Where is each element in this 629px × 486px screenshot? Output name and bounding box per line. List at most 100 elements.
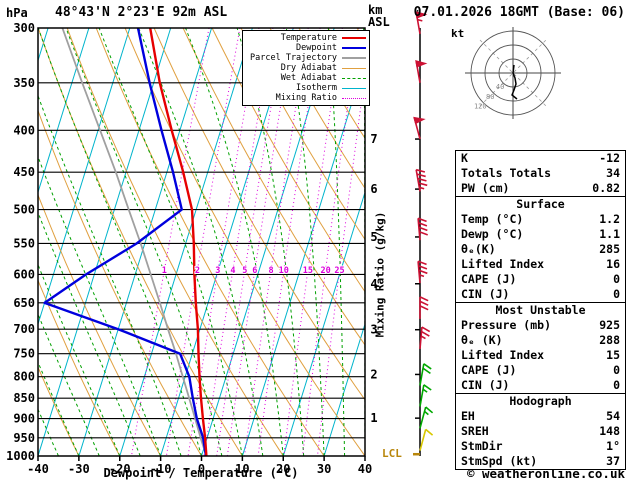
panel-row-label: Dewp (°C) <box>461 227 524 241</box>
profiles <box>43 28 208 456</box>
legend-entry: Wet Adiabat <box>246 73 366 83</box>
wet-adiabat-line <box>285 28 325 456</box>
hodograph-ring-label: 120 <box>474 103 487 111</box>
panel-row-label: θₑ(K) <box>461 242 496 256</box>
mixing-ratio-value-label: 8 <box>268 266 273 276</box>
mixing-ratio-line <box>226 28 294 456</box>
panel-section-title: Surface <box>456 196 625 212</box>
panel-row-label: Temp (°C) <box>461 212 524 226</box>
km-tick-label: 2 <box>370 367 377 381</box>
panel-row: CAPE (J) 0 <box>456 272 625 287</box>
panel-row-label: Lifted Index <box>461 348 545 362</box>
panel-row-label: StmDir <box>461 439 503 453</box>
temperature-line <box>149 28 208 456</box>
panel-row: Pressure (mb) 925 <box>456 318 625 333</box>
legend-line-sample <box>342 47 366 49</box>
hodograph-ring <box>470 30 556 116</box>
mixing-ratio-value-label: 20 <box>320 266 330 276</box>
hodograph-ring <box>498 58 528 88</box>
panel-row: Lifted Index 15 <box>456 348 625 363</box>
station-title: 48°43'N 2°23'E 92m ASL <box>55 5 228 20</box>
legend-entry: Dewpoint <box>246 43 366 53</box>
panel-row-value: 15 <box>606 348 620 362</box>
wind-barb <box>415 168 428 192</box>
isotherm-line <box>38 28 172 456</box>
panel-row-label: Lifted Index <box>461 257 545 271</box>
mixing-ratio-value-label: 1 <box>162 266 167 276</box>
pressure-axis-unit: hPa <box>6 6 28 20</box>
legend-line-sample <box>342 67 366 69</box>
temp-tick-label: 20 <box>276 462 290 476</box>
km-tick-label: 4 <box>370 277 377 291</box>
panel-row: StmSpd (kt) 37 <box>456 454 625 469</box>
wet-adiabat-line <box>38 313 100 456</box>
wet-adiabat-line <box>327 28 346 456</box>
panel-row-value: 37 <box>606 454 620 468</box>
pressure-tick-label: 500 <box>13 203 35 217</box>
temp-tick-label: 30 <box>317 462 331 476</box>
panel-row-label: EH <box>461 409 475 423</box>
panel-section-title: Most Unstable <box>456 302 625 318</box>
lcl-label: LCL <box>382 447 402 460</box>
panel-row: PW (cm) 0.82 <box>456 181 625 196</box>
mixing-ratio-line <box>244 28 309 456</box>
km-tick-label: 6 <box>370 182 377 196</box>
wet-adiabat-line <box>65 28 223 456</box>
temp-tick-label: -10 <box>150 462 172 476</box>
panel-row-label: K <box>461 151 468 165</box>
legend-entry: Mixing Ratio <box>246 93 366 103</box>
legend-line-sample <box>342 37 366 39</box>
mixing-ratio-axis-label: Mixing Ratio (g/kg) <box>373 211 387 338</box>
legend-label: Wet Adiabat <box>280 73 337 83</box>
hodograph-ring-label: 80 <box>486 93 494 101</box>
panel-row: SREH 148 <box>456 424 625 439</box>
wet-adiabat-line <box>38 94 182 456</box>
run-datetime: 07.01.2026 18GMT (Base: 06) <box>413 5 625 20</box>
temp-tick-label: 0 <box>198 462 205 476</box>
panel-row: K -12 <box>456 151 625 166</box>
pressure-tick-label: 950 <box>13 431 35 445</box>
panel-row-label: CAPE (J) <box>461 272 517 286</box>
panel-row: θₑ(K) 285 <box>456 242 625 257</box>
dry-adiabat-line <box>240 28 365 241</box>
pressure-tick-label: 550 <box>13 236 35 250</box>
wet-adiabat-line <box>38 360 80 456</box>
isotherm-line <box>119 28 253 456</box>
panel-row-label: CAPE (J) <box>461 363 517 377</box>
wind-barb <box>419 296 429 319</box>
altitude-axis-unit: km ASL <box>368 3 390 29</box>
wind-barb <box>419 326 431 350</box>
pressure-tick-label: 750 <box>13 347 35 361</box>
pressure-tick-label: 800 <box>13 370 35 384</box>
wind-barb <box>419 384 432 407</box>
wind-barb <box>419 428 434 451</box>
panel-row-label: CIN (J) <box>461 287 510 301</box>
mixing-ratio-value-label: 5 <box>242 266 247 276</box>
panel-row-value: 16 <box>606 257 620 271</box>
dry-adiabat-line <box>38 365 80 456</box>
mixing-ratio-value-label: 10 <box>279 266 289 276</box>
panel-row-value: 0 <box>613 378 620 392</box>
isotherm-line <box>282 190 365 456</box>
legend-label: Parcel Trajectory <box>250 53 337 63</box>
panel-row: Lifted Index 16 <box>456 257 625 272</box>
mixing-ratio-line <box>216 28 285 456</box>
hodograph-ring-label: 40 <box>496 83 504 91</box>
pressure-tick-label: 450 <box>13 165 35 179</box>
pressure-tick-label: 600 <box>13 267 35 281</box>
pressure-tick-label: 650 <box>13 296 35 310</box>
legend-entry: Parcel Trajectory <box>246 53 366 63</box>
temp-tick-label: -30 <box>68 462 90 476</box>
dry-adiabat-line <box>269 28 365 190</box>
mixing-ratio-line <box>203 28 274 456</box>
legend-line-sample <box>342 97 366 99</box>
isotherm-line <box>38 28 90 194</box>
wind-barb <box>419 406 434 429</box>
km-tick-label: 5 <box>370 230 377 244</box>
panel-row-label: Totals Totals <box>461 166 552 180</box>
temp-tick-label: -40 <box>27 462 49 476</box>
legend-entry: Dry Adiabat <box>246 63 366 73</box>
panel-row: CAPE (J) 0 <box>456 363 625 378</box>
wet-adiabat-line <box>236 28 305 456</box>
